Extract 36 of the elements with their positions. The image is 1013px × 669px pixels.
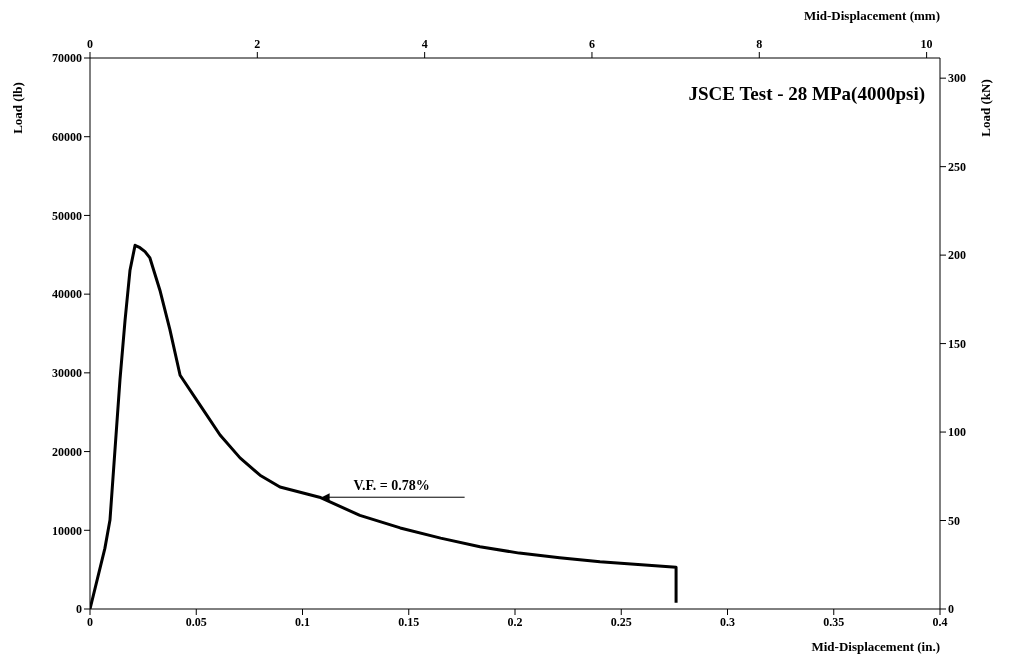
y-tick-label: 60000 xyxy=(52,129,82,144)
y2-axis-title: Load (kN) xyxy=(978,79,993,137)
y2-tick-label: 100 xyxy=(948,425,966,440)
annotation: V.F. = 0.78% xyxy=(353,478,430,494)
y-tick-label: 10000 xyxy=(52,523,82,538)
y2-tick-label: 50 xyxy=(948,513,960,528)
y2-tick-label: 300 xyxy=(948,71,966,86)
y2-tick-label: 250 xyxy=(948,159,966,174)
x-tick-label: 0.35 xyxy=(823,614,845,629)
x2-tick-label: 8 xyxy=(756,37,763,51)
y-tick-label: 50000 xyxy=(52,208,82,223)
y-tick-label: 40000 xyxy=(52,287,82,302)
x-tick-label: 0.4 xyxy=(932,614,948,629)
y-tick-label: 70000 xyxy=(52,51,82,66)
y2-tick-label: 200 xyxy=(948,248,966,263)
text: JSCE Test - 28 MPa(4000psi) xyxy=(688,83,925,105)
y2-tick-label: 150 xyxy=(948,336,966,351)
x-tick-label: 0.1 xyxy=(295,614,310,629)
x-tick-label: 0.3 xyxy=(720,614,735,629)
x2-tick-label: 0 xyxy=(87,37,93,51)
x2-tick-label: 10 xyxy=(920,37,933,51)
x2-tick-label: 2 xyxy=(254,37,261,51)
x-tick-label: 0.05 xyxy=(185,614,207,629)
x-tick-label: 0.25 xyxy=(610,614,632,629)
x-axis-title: Mid-Displacement (in.) xyxy=(811,639,940,654)
y-tick-label: 30000 xyxy=(52,366,82,381)
y-tick-label: 20000 xyxy=(52,444,82,459)
y-tick-label: 0 xyxy=(76,602,82,617)
x2-tick-label: 4 xyxy=(421,37,428,51)
x2-tick-label: 6 xyxy=(588,37,595,51)
y-axis-title: Load (lb) xyxy=(10,82,25,134)
x-tick-label: 0 xyxy=(87,614,93,629)
y2-tick-label: 0 xyxy=(948,602,954,617)
x2-axis-title: Mid-Displacement (mm) xyxy=(803,8,940,23)
x-tick-label: 0.2 xyxy=(507,614,523,629)
x-tick-label: 0.15 xyxy=(398,614,420,629)
